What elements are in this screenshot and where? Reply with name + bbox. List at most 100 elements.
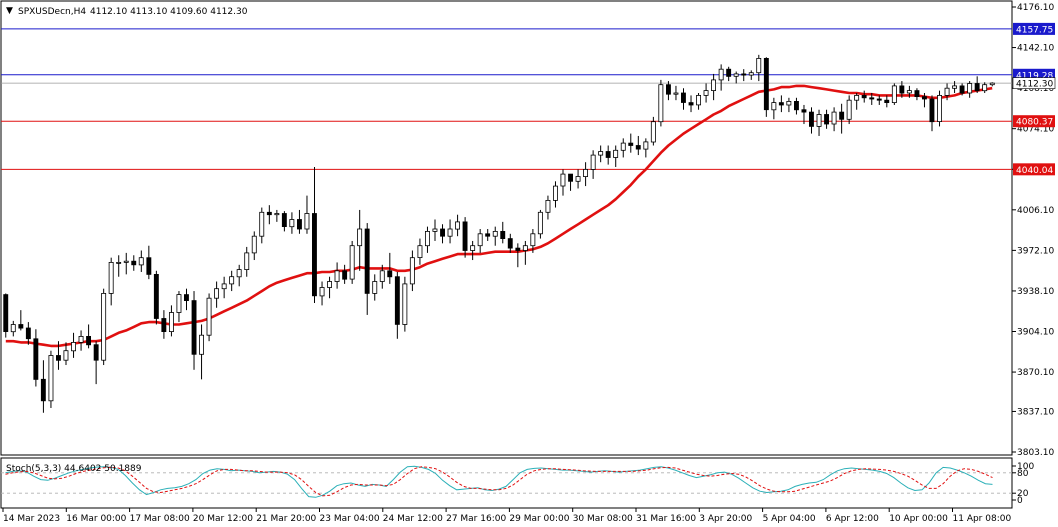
candle <box>605 145 611 165</box>
candle-body <box>131 260 137 266</box>
candle-body <box>229 276 235 285</box>
candle-body <box>78 335 84 343</box>
candle-body <box>756 58 762 74</box>
stoch-pane[interactable] <box>0 457 1013 509</box>
candle <box>199 324 204 380</box>
candle-body <box>763 58 769 111</box>
candle <box>402 276 408 332</box>
candle <box>824 109 829 129</box>
price-tick-label: 3870.10 <box>1017 368 1054 378</box>
candle <box>432 219 438 241</box>
candle-body <box>123 260 129 263</box>
candle-body <box>379 270 385 282</box>
candle-body <box>914 90 920 97</box>
candle <box>846 95 852 125</box>
candle <box>319 281 325 306</box>
level-tag <box>1013 115 1055 128</box>
candle <box>726 66 732 82</box>
ohlc-header: 4112.10 4113.10 4109.60 4112.30 <box>90 7 248 17</box>
candle <box>447 219 453 244</box>
candle <box>899 81 905 98</box>
candle <box>733 71 739 84</box>
time-tick-label: 23 Mar 04:00 <box>320 514 380 524</box>
candle <box>989 82 995 87</box>
candle <box>327 276 332 299</box>
candle <box>583 162 588 187</box>
candle-body <box>711 79 716 92</box>
candle-body <box>824 114 829 125</box>
candle-body <box>846 99 852 120</box>
price-pane[interactable] <box>0 0 1013 456</box>
candle <box>18 310 24 331</box>
candle <box>658 79 664 127</box>
price-tick-label: 3938.10 <box>1017 287 1054 297</box>
candle <box>906 85 912 98</box>
chart-arrow-icon: ▼ <box>6 6 13 16</box>
time-axis: 14 Mar 2023 16 Mar 00:00 17 Mar 08:00 20 Ma… <box>2 508 1011 524</box>
current-price-tag <box>1012 77 1056 89</box>
candle-body <box>447 228 453 237</box>
candle-body <box>108 261 114 294</box>
candle-body <box>613 149 619 158</box>
candle <box>123 252 129 275</box>
candle-body <box>214 288 219 299</box>
candle-body <box>891 85 897 104</box>
candle <box>809 107 814 134</box>
candle-body <box>153 273 159 319</box>
candle <box>492 226 498 246</box>
level-tag <box>1013 163 1055 176</box>
candle <box>575 169 581 189</box>
candle <box>794 97 799 115</box>
candle <box>673 85 679 101</box>
candle-body <box>40 378 46 402</box>
candle-body <box>176 294 182 313</box>
candle <box>876 95 882 105</box>
candle-body <box>56 355 61 361</box>
candle <box>161 310 167 339</box>
candle <box>590 150 596 179</box>
candle-body <box>568 173 573 182</box>
candle-body <box>48 355 54 402</box>
candle-body <box>304 213 310 230</box>
stoch-tick-label: 80 <box>1017 469 1029 479</box>
candle-body <box>876 98 882 101</box>
level-tag-label: 4119.28 <box>1016 71 1053 81</box>
candle-body <box>259 211 265 237</box>
candle-body <box>605 151 611 158</box>
candle <box>598 145 604 163</box>
current-price-tag-label: 4112.30 <box>1016 80 1053 90</box>
candle <box>477 229 483 253</box>
candle <box>748 70 754 80</box>
candle-body <box>801 109 807 113</box>
candle-body <box>183 294 189 302</box>
candle <box>206 293 212 342</box>
candle <box>131 255 137 271</box>
level-tag <box>1013 22 1055 35</box>
candle <box>937 90 942 127</box>
price-tags: 4157.75 4119.28 4080.37 4040.04 4112.30 <box>1012 22 1056 176</box>
candle-body <box>643 141 649 150</box>
symbol-title: SPXUSDecn,H4 <box>18 7 86 17</box>
candle-body <box>726 68 732 77</box>
candle <box>93 341 99 385</box>
candle-body <box>982 84 988 92</box>
candle <box>891 83 897 105</box>
candle-body <box>86 335 91 346</box>
stoch-tick-label: 0 <box>1017 496 1023 506</box>
candle <box>741 69 747 82</box>
candle-body <box>967 83 973 94</box>
candle <box>229 270 235 292</box>
candle-body <box>530 233 536 247</box>
candle <box>816 109 822 136</box>
time-tick-label: 31 Mar 16:00 <box>636 514 696 524</box>
candle-body <box>455 221 460 230</box>
candle <box>259 207 265 244</box>
candle-body <box>191 300 197 355</box>
candle <box>839 103 845 134</box>
candle <box>914 88 920 101</box>
candle-body <box>387 270 393 278</box>
candle-body <box>658 84 664 123</box>
candle-body <box>93 344 99 361</box>
candle <box>86 324 91 349</box>
